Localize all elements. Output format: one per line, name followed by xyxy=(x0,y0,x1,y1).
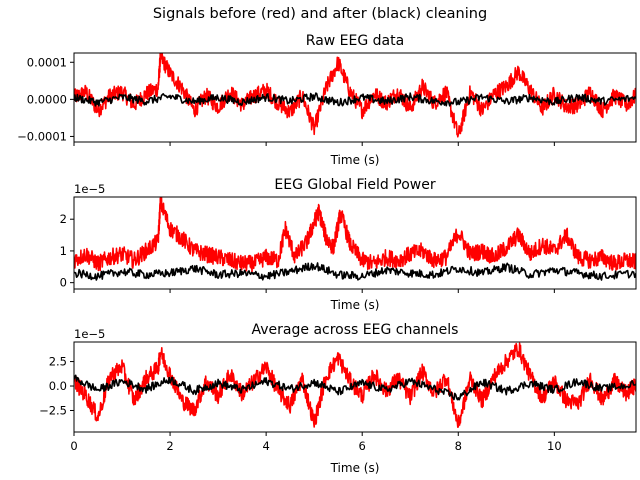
x-tick-label: 6 xyxy=(359,439,366,453)
axes-frame xyxy=(73,341,637,433)
y-offset-label: 1e−5 xyxy=(74,327,105,341)
axes-average-channels: −2.5 0.0 2.5 0 2 4 6 8 10 Average across EEG chan… xyxy=(39,322,637,475)
y-tick-label: 2 xyxy=(60,212,67,226)
x-tick-label: 0 xyxy=(70,439,77,453)
x-tick-label: 2 xyxy=(166,439,173,453)
y-tick-label: −2.5 xyxy=(39,403,67,417)
axes-frame xyxy=(73,52,637,143)
x-axis-label: Time (s) xyxy=(330,298,380,312)
figure-suptitle: Signals before (red) and after (black) c… xyxy=(153,6,487,22)
series-line-after xyxy=(74,92,636,107)
axes-frame xyxy=(73,196,637,290)
y-tick-label: −0.0001 xyxy=(17,129,67,143)
y-tick-label: 0.0 xyxy=(49,379,67,393)
x-axis-label: Time (s) xyxy=(330,461,380,475)
axes-raw-eeg: −0.0001 0.0000 0.0001 Raw EEG data Time (s) xyxy=(17,33,637,167)
series-line-after xyxy=(74,262,636,281)
series-line-after xyxy=(74,374,636,401)
axes-global-field-power: 0 1 2 EEG Global Field Power Time (s) 1e−5 xyxy=(60,177,637,312)
axes-title: EEG Global Field Power xyxy=(274,177,435,193)
y-tick-label: 2.5 xyxy=(49,355,67,369)
x-tick-label: 8 xyxy=(455,439,462,453)
x-axis-label: Time (s) xyxy=(330,153,380,167)
series-line-before xyxy=(74,197,636,273)
y-offset-label: 1e−5 xyxy=(74,182,105,196)
axes-title: Average across EEG channels xyxy=(252,322,459,338)
x-tick-label: 10 xyxy=(547,439,562,453)
x-tick-label: 4 xyxy=(262,439,269,453)
y-tick-label: 1 xyxy=(60,244,67,258)
y-tick-label: 0.0000 xyxy=(27,92,67,106)
axes-title: Raw EEG data xyxy=(306,33,404,49)
y-tick-label: 0.0001 xyxy=(27,55,67,69)
y-tick-label: 0 xyxy=(60,276,67,290)
